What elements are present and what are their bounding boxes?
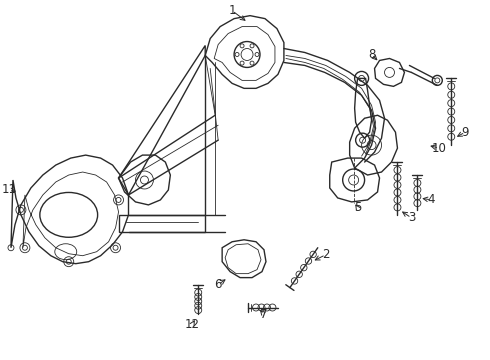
Text: 10: 10: [432, 141, 447, 155]
Text: 4: 4: [428, 193, 435, 206]
Text: 8: 8: [368, 48, 375, 61]
Text: 9: 9: [462, 126, 469, 139]
Text: 1: 1: [228, 4, 236, 17]
Text: 12: 12: [185, 318, 200, 331]
Text: 6: 6: [215, 278, 222, 291]
Text: 2: 2: [322, 248, 329, 261]
Text: 11: 11: [1, 184, 17, 197]
Text: 3: 3: [408, 211, 415, 224]
Text: 5: 5: [354, 201, 361, 215]
Text: 7: 7: [260, 308, 268, 321]
